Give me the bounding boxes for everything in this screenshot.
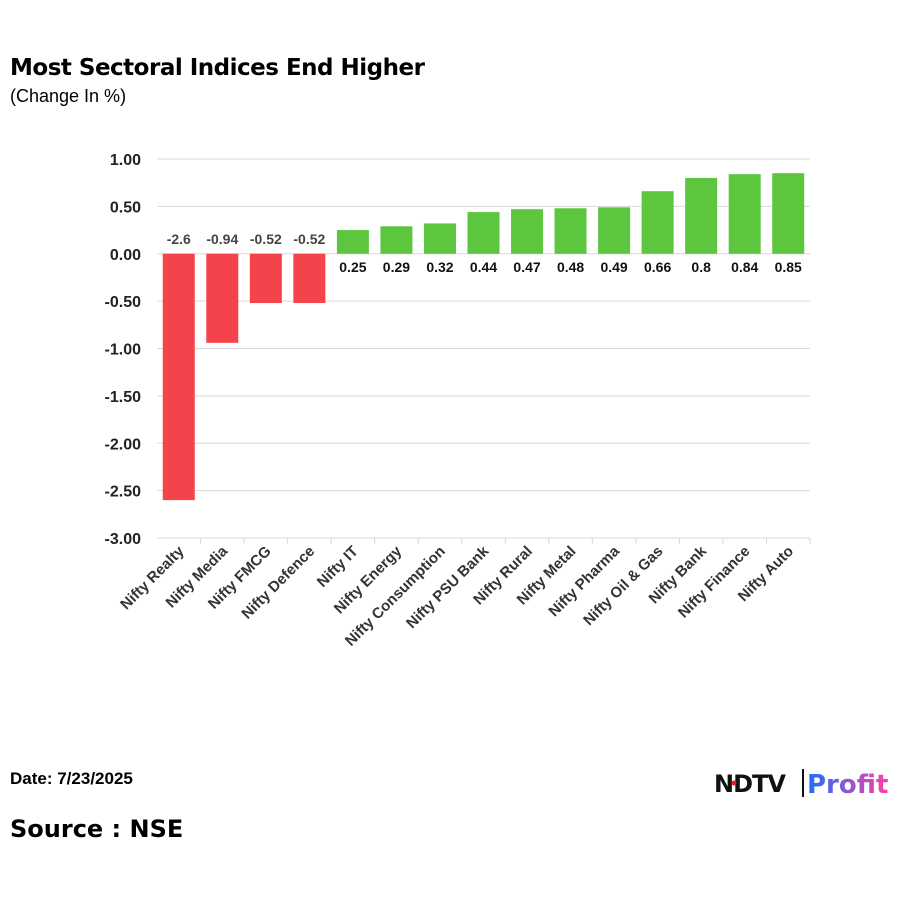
bar [249, 253, 282, 304]
source-label: Source : NSE [10, 815, 184, 843]
data-label: -0.94 [206, 231, 238, 247]
y-tick-label: 0.00 [110, 247, 141, 264]
date-label: Date: 7/23/2025 [10, 769, 133, 788]
data-label: 0.49 [600, 259, 627, 275]
bar [206, 253, 239, 343]
bar [728, 174, 761, 254]
bar [772, 173, 805, 254]
svg-text:NDTV: NDTV [714, 770, 786, 798]
y-tick-label: -1.50 [105, 389, 142, 406]
chart-subtitle: (Change In %) [10, 86, 127, 106]
bar [685, 177, 718, 254]
bar-chart: 1.00 0.50 0.00 -0.50 -1.00 -1.50 -2.00 -2.50 -3.… [105, 152, 811, 650]
data-label: 0.25 [339, 259, 366, 275]
data-label: 0.47 [513, 259, 540, 275]
bar [641, 191, 674, 254]
y-tick-label: 0.50 [110, 199, 141, 216]
data-label: 0.32 [426, 259, 453, 275]
ndtv-profit-logo: NDTV Profit [714, 769, 888, 800]
data-label: 0.44 [470, 259, 497, 275]
y-tick-label: -2.00 [105, 436, 142, 453]
bar [511, 209, 544, 254]
data-label: 0.29 [383, 259, 410, 275]
data-label: -0.52 [293, 231, 325, 247]
bar [467, 212, 500, 254]
data-label: 0.48 [557, 259, 584, 275]
data-label: 0.85 [775, 259, 802, 275]
bar [423, 223, 456, 254]
y-tick-label: -3.00 [105, 531, 142, 548]
bar [554, 208, 587, 254]
data-label: 0.84 [731, 259, 758, 275]
data-label: -0.52 [250, 231, 282, 247]
y-tick-label: -2.50 [105, 484, 142, 501]
bar [293, 253, 326, 304]
y-tick-label: 1.00 [110, 152, 141, 169]
bar [336, 230, 369, 254]
chart-title: Most Sectoral Indices End Higher [10, 55, 425, 81]
y-tick-label: -1.00 [105, 342, 142, 359]
data-label: 0.8 [691, 259, 711, 275]
bar [380, 226, 413, 254]
data-label: 0.66 [644, 259, 671, 275]
bar [162, 253, 195, 501]
y-tick-label: -0.50 [105, 294, 142, 311]
data-label: -2.6 [167, 231, 191, 247]
svg-text:Profit: Profit [807, 770, 888, 800]
bar [598, 207, 631, 254]
